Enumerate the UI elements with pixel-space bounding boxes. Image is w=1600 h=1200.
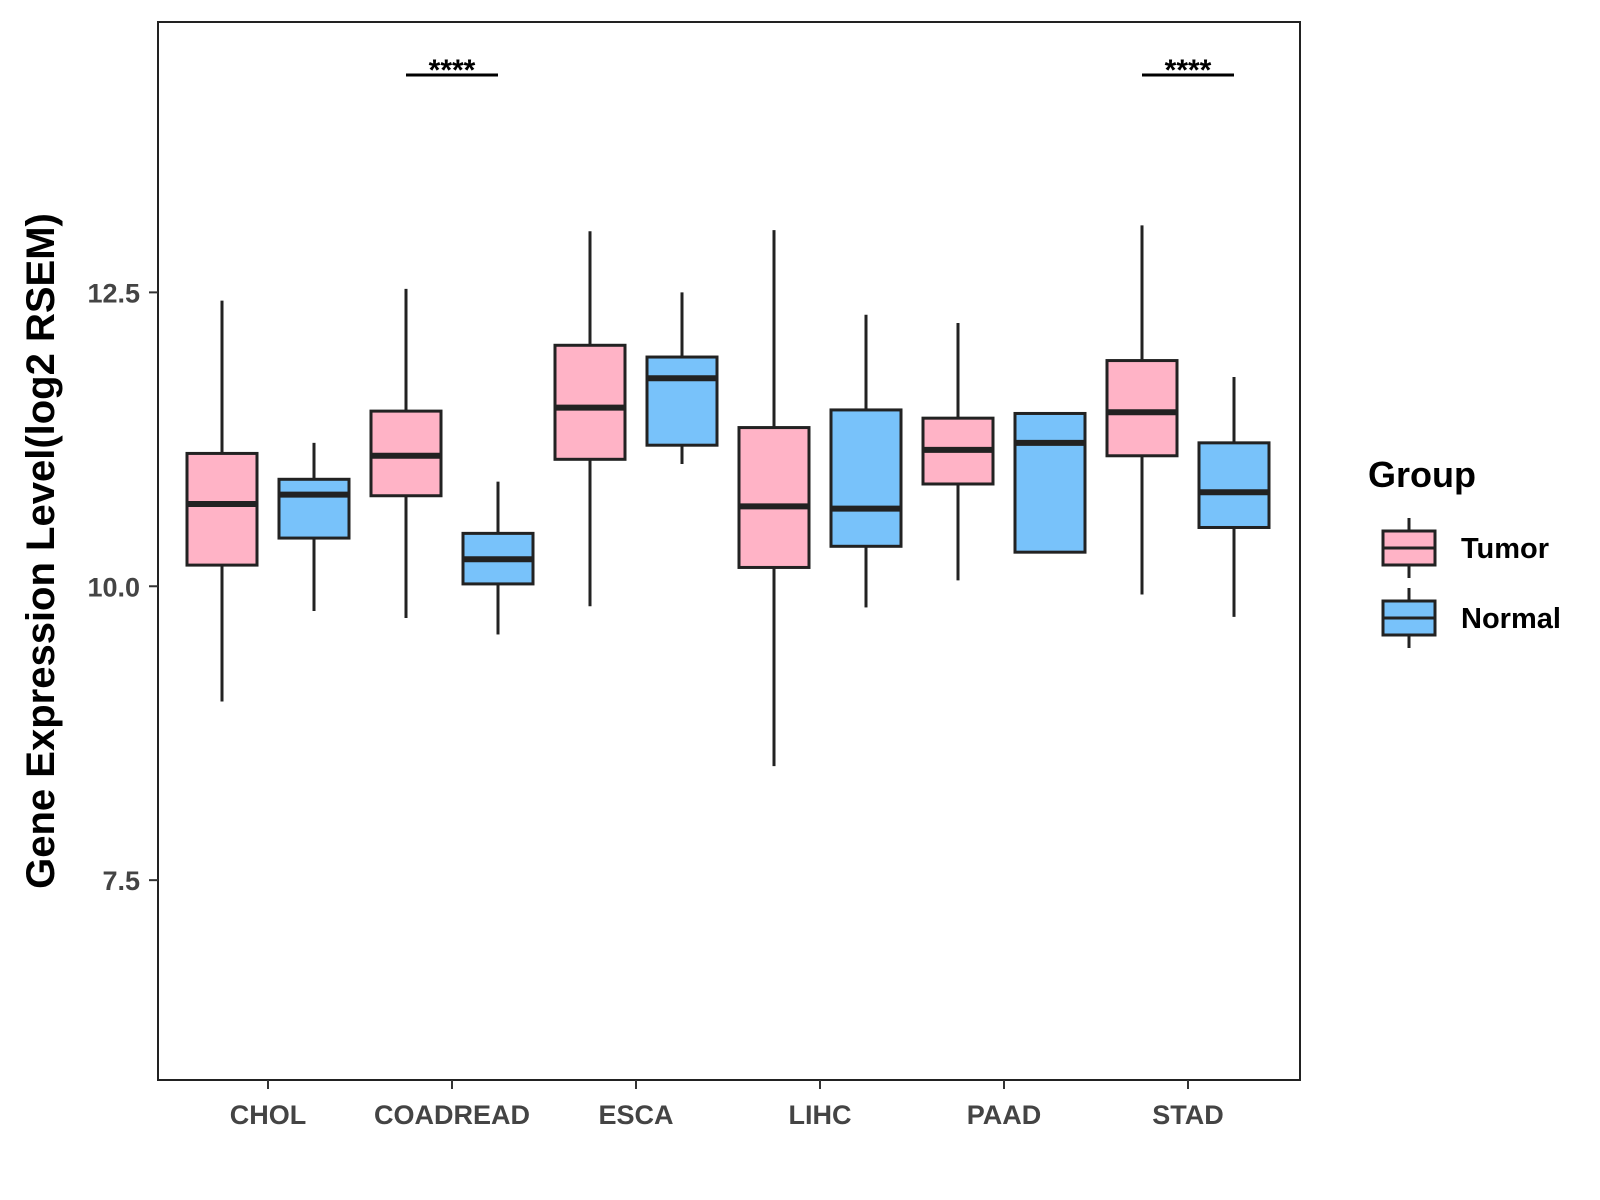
box-normal-chol (277, 442, 351, 611)
legend: Group Tumor Normal (1368, 454, 1561, 648)
x-tick-label: STAD (1152, 1100, 1224, 1130)
x-tick-label: LIHC (789, 1100, 852, 1130)
box-tumor-paad (921, 322, 995, 581)
legend-title: Group (1368, 454, 1476, 495)
y-tick-label: 12.5 (87, 278, 140, 308)
box-tumor-chol (185, 300, 259, 702)
box-normal-stad (1197, 377, 1271, 617)
box-iqr (829, 408, 903, 548)
box-normal-lihc (829, 314, 903, 608)
box-normal-paad (1013, 411, 1087, 554)
y-axis: 7.5 10.0 12.5 (87, 278, 158, 896)
box-normal-coadread (461, 481, 535, 635)
x-axis: CHOL COADREAD ESCA LIHC PAAD STAD (230, 1080, 1224, 1130)
x-tick-label: CHOL (230, 1100, 307, 1130)
box-iqr (1197, 441, 1271, 529)
x-tick-label: COADREAD (374, 1100, 530, 1130)
box-tumor-coadread (369, 288, 443, 619)
significance-annotations: **** **** (406, 54, 1234, 87)
box-iqr (277, 477, 351, 540)
box-iqr (1013, 411, 1087, 554)
boxes-layer (185, 225, 1271, 767)
box-iqr (185, 451, 259, 567)
legend-item-normal: Normal (1381, 588, 1561, 648)
legend-label: Tumor (1461, 533, 1549, 565)
box-iqr (553, 343, 627, 461)
legend-item-tumor: Tumor (1381, 518, 1549, 578)
x-tick-label: ESCA (598, 1100, 673, 1130)
y-axis-label: Gene Expression Level(log2 RSEM) (19, 213, 63, 889)
x-tick-label: PAAD (967, 1100, 1042, 1130)
y-tick-label: 7.5 (102, 866, 140, 896)
box-tumor-lihc (737, 230, 811, 767)
box-iqr (645, 355, 719, 447)
y-tick-label: 10.0 (87, 572, 140, 602)
significance-stars: **** (1165, 54, 1212, 87)
legend-label: Normal (1461, 603, 1561, 635)
box-tumor-esca (553, 231, 627, 607)
box-iqr (737, 426, 811, 569)
box-tumor-stad (1105, 225, 1179, 595)
plot-panel (157, 21, 1301, 1081)
significance-stars: **** (429, 54, 476, 87)
box-iqr (1105, 359, 1179, 458)
box-normal-esca (645, 292, 719, 465)
